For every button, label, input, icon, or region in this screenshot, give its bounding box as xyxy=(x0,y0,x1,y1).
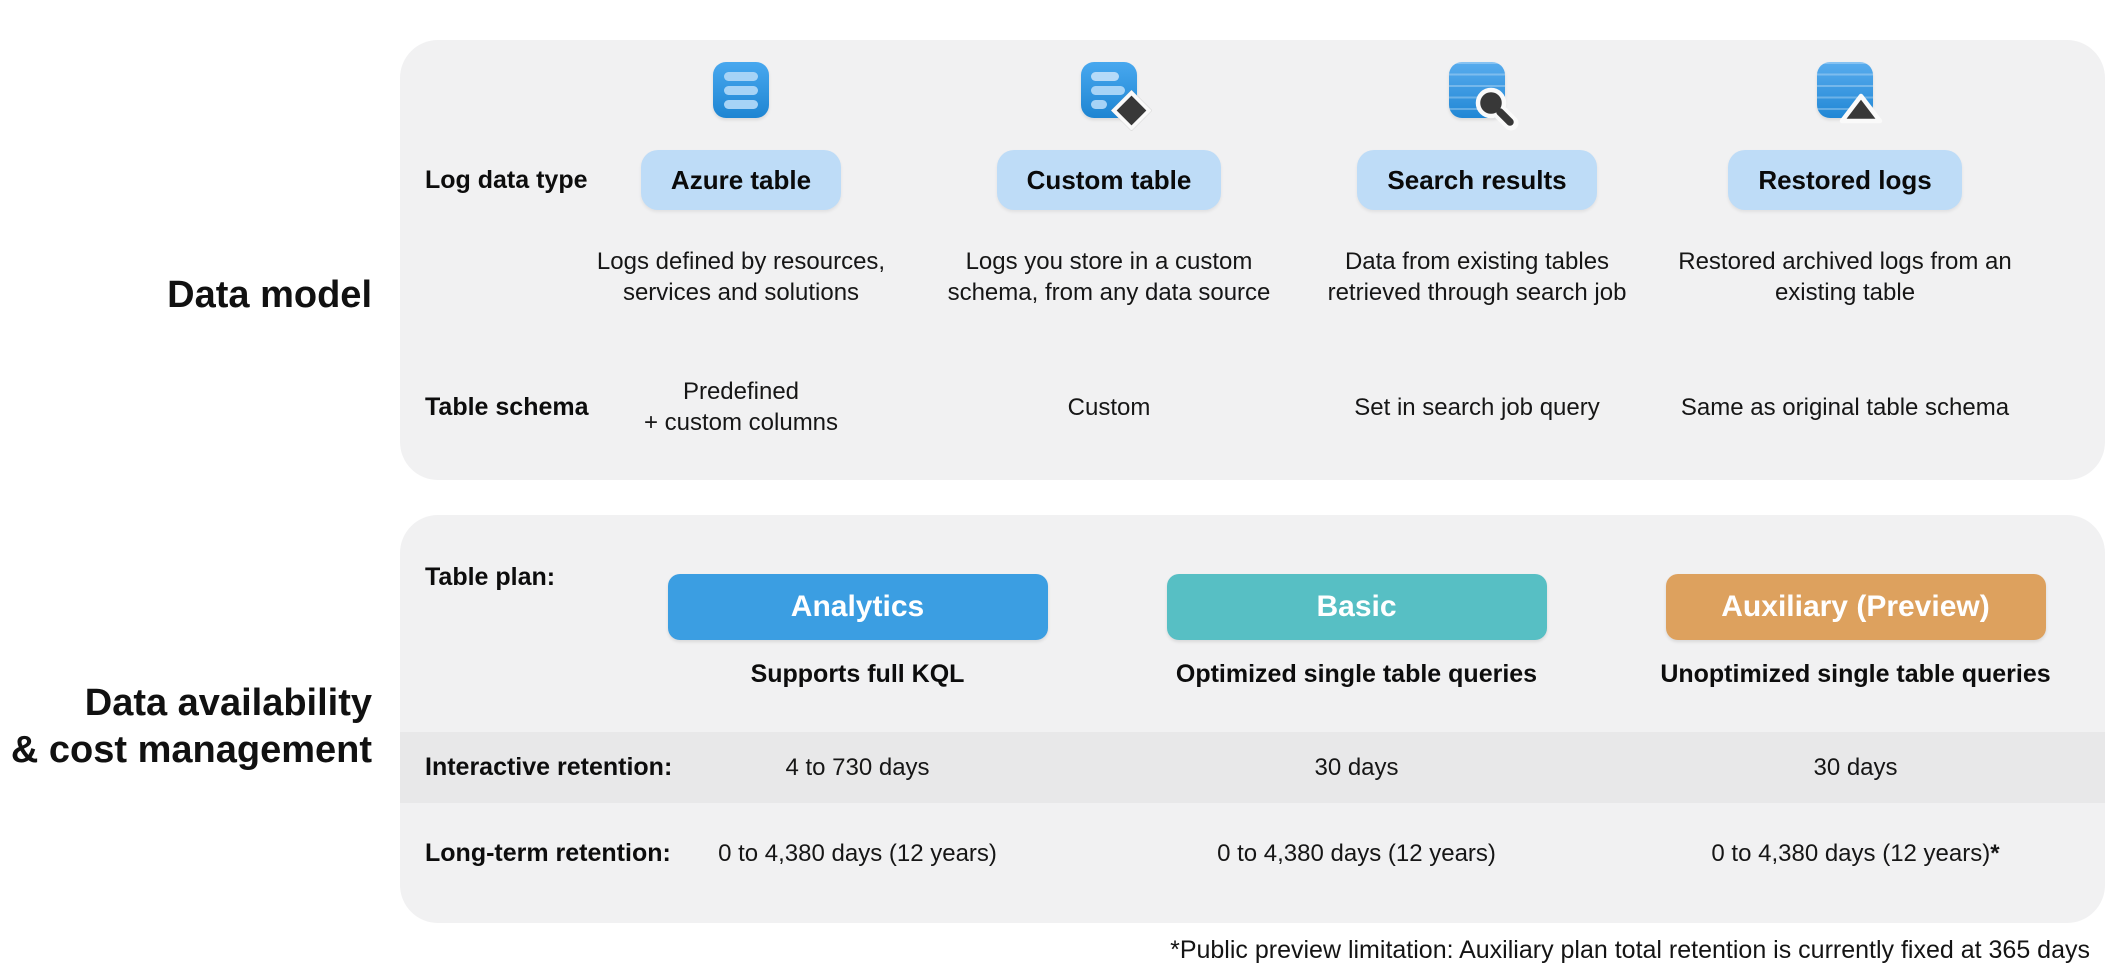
long-term-analytics: 0 to 4,380 days (12 years) xyxy=(718,839,997,867)
log-data-type-row: Log data type Azure table Custom table S… xyxy=(400,140,2105,220)
long-term-retention-row: Long-term retention: 0 to 4,380 days (12… xyxy=(400,803,2105,923)
schema-search-results: Set in search job query xyxy=(1354,393,1600,421)
log-type-pill-azure-table: Azure table xyxy=(640,150,842,210)
plan-button-basic: Basic xyxy=(1166,574,1547,640)
interactive-retention-row: Interactive retention: 4 to 730 days 30 … xyxy=(400,732,2105,803)
interactive-analytics: 4 to 730 days xyxy=(785,754,930,781)
subtitle-auxiliary: Unoptimized single table queries xyxy=(1660,660,2051,688)
icons-row xyxy=(400,40,2105,140)
plan-button-auxiliary: Auxiliary (Preview) xyxy=(1665,574,2046,640)
custom-table-icon xyxy=(1081,62,1153,132)
log-type-pill-search-results: Search results xyxy=(1357,150,1597,210)
diamond-badge-icon xyxy=(1110,89,1153,132)
table-schema-row: Table schema Predefined + custom columns… xyxy=(400,334,2105,480)
schema-restored-logs: Same as original table schema xyxy=(1680,393,2010,421)
restore-triangle-icon xyxy=(1839,93,1883,124)
log-data-type-label: Log data type xyxy=(425,165,588,194)
long-term-retention-label: Long-term retention: xyxy=(425,838,671,867)
footnote: *Public preview limitation: Auxiliary pl… xyxy=(1170,936,2090,964)
section-title-availability: Data availability & cost management xyxy=(0,680,372,774)
description-search-results: Data from existing tables retrieved thro… xyxy=(1327,248,1627,306)
long-term-auxiliary: 0 to 4,380 days (12 years) * xyxy=(1711,839,2000,867)
availability-panel: Table plan: Analytics Basic Auxiliary (P… xyxy=(400,515,2105,923)
availability-title-line1: Data availability xyxy=(84,682,372,724)
subtitle-basic: Optimized single table queries xyxy=(1175,660,1538,688)
interactive-auxiliary: 30 days xyxy=(1813,754,1898,781)
plan-button-analytics: Analytics xyxy=(667,574,1048,640)
interactive-basic: 30 days xyxy=(1314,754,1399,781)
table-plan-label: Table plan: xyxy=(425,563,556,591)
magnifier-icon xyxy=(1475,87,1519,131)
long-term-basic: 0 to 4,380 days (12 years) xyxy=(1217,839,1496,867)
description-azure-table: Logs defined by resources, services and … xyxy=(596,248,886,306)
restored-logs-icon xyxy=(1817,62,1883,124)
schema-custom-table: Custom xyxy=(1067,393,1151,421)
plan-subtitles-row: Supports full KQL Optimized single table… xyxy=(400,640,2105,732)
log-type-pill-restored-logs: Restored logs xyxy=(1728,150,1962,210)
table-plan-row: Table plan: Analytics Basic Auxiliary (P… xyxy=(400,515,2105,640)
descriptions-row: Logs defined by resources, services and … xyxy=(400,220,2105,334)
table-schema-label: Table schema xyxy=(425,392,589,421)
description-restored-logs: Restored archived logs from an existing … xyxy=(1678,248,2012,306)
schema-azure-table: Predefined + custom columns xyxy=(643,378,839,436)
section-title-data-model: Data model xyxy=(167,274,372,316)
search-results-icon xyxy=(1449,62,1519,131)
log-type-pill-custom-table: Custom table xyxy=(996,150,1222,210)
interactive-retention-label: Interactive retention: xyxy=(425,753,673,781)
azure-table-icon xyxy=(713,62,769,118)
data-model-panel: Log data type Azure table Custom table S… xyxy=(400,40,2105,480)
availability-title-line2: & cost management xyxy=(10,729,372,771)
subtitle-analytics: Supports full KQL xyxy=(750,660,965,688)
description-custom-table: Logs you store in a custom schema, from … xyxy=(947,248,1271,306)
